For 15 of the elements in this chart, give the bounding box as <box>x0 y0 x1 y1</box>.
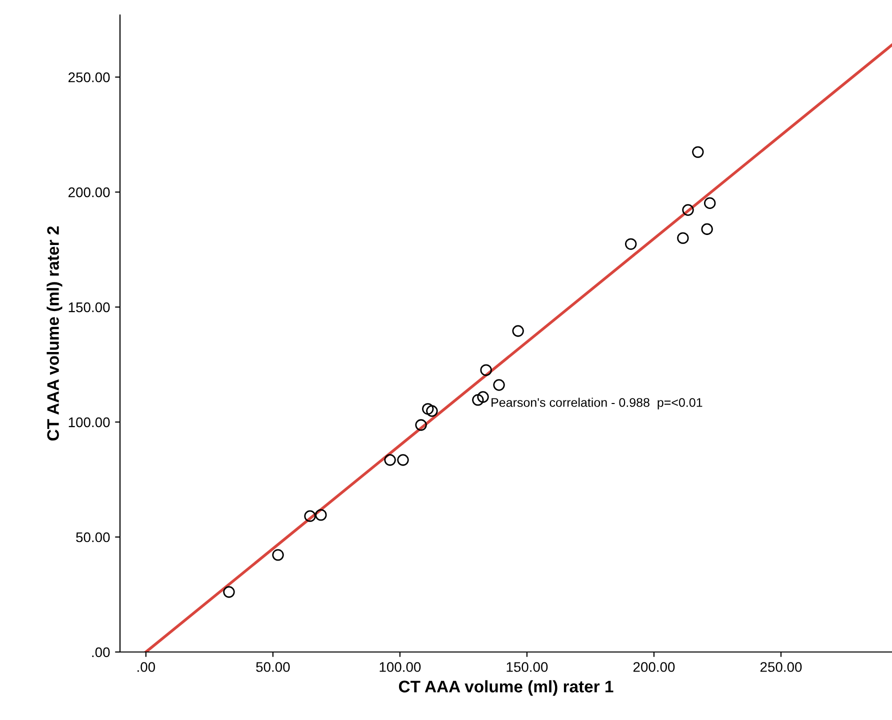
x-tick-label: .00 <box>138 662 156 672</box>
y-tick-label: 50.00 <box>76 532 110 542</box>
y-tick-label: 100.00 <box>68 417 110 428</box>
y-tick-label: 200.00 <box>68 187 110 198</box>
y-tick-label: .00 <box>92 647 110 658</box>
x-tick-label: 100.00 <box>380 662 421 672</box>
x-tick-label: 200.00 <box>633 662 675 672</box>
y-tick-label: 250.00 <box>68 72 110 82</box>
x-tick-label: 150.00 <box>506 662 548 672</box>
x-tick-label: 250.00 <box>760 662 802 672</box>
x-tick-label: 50.00 <box>256 662 290 672</box>
y-axis-title: CT AAA volume (ml) rater 2 <box>46 226 62 441</box>
y-tick-label: 150.00 <box>68 302 110 312</box>
x-axis-title: CT AAA volume (ml) rater 1 <box>398 680 614 696</box>
annotation: Pearson's correlation - 0.988 p=<0.01 <box>492 398 702 410</box>
